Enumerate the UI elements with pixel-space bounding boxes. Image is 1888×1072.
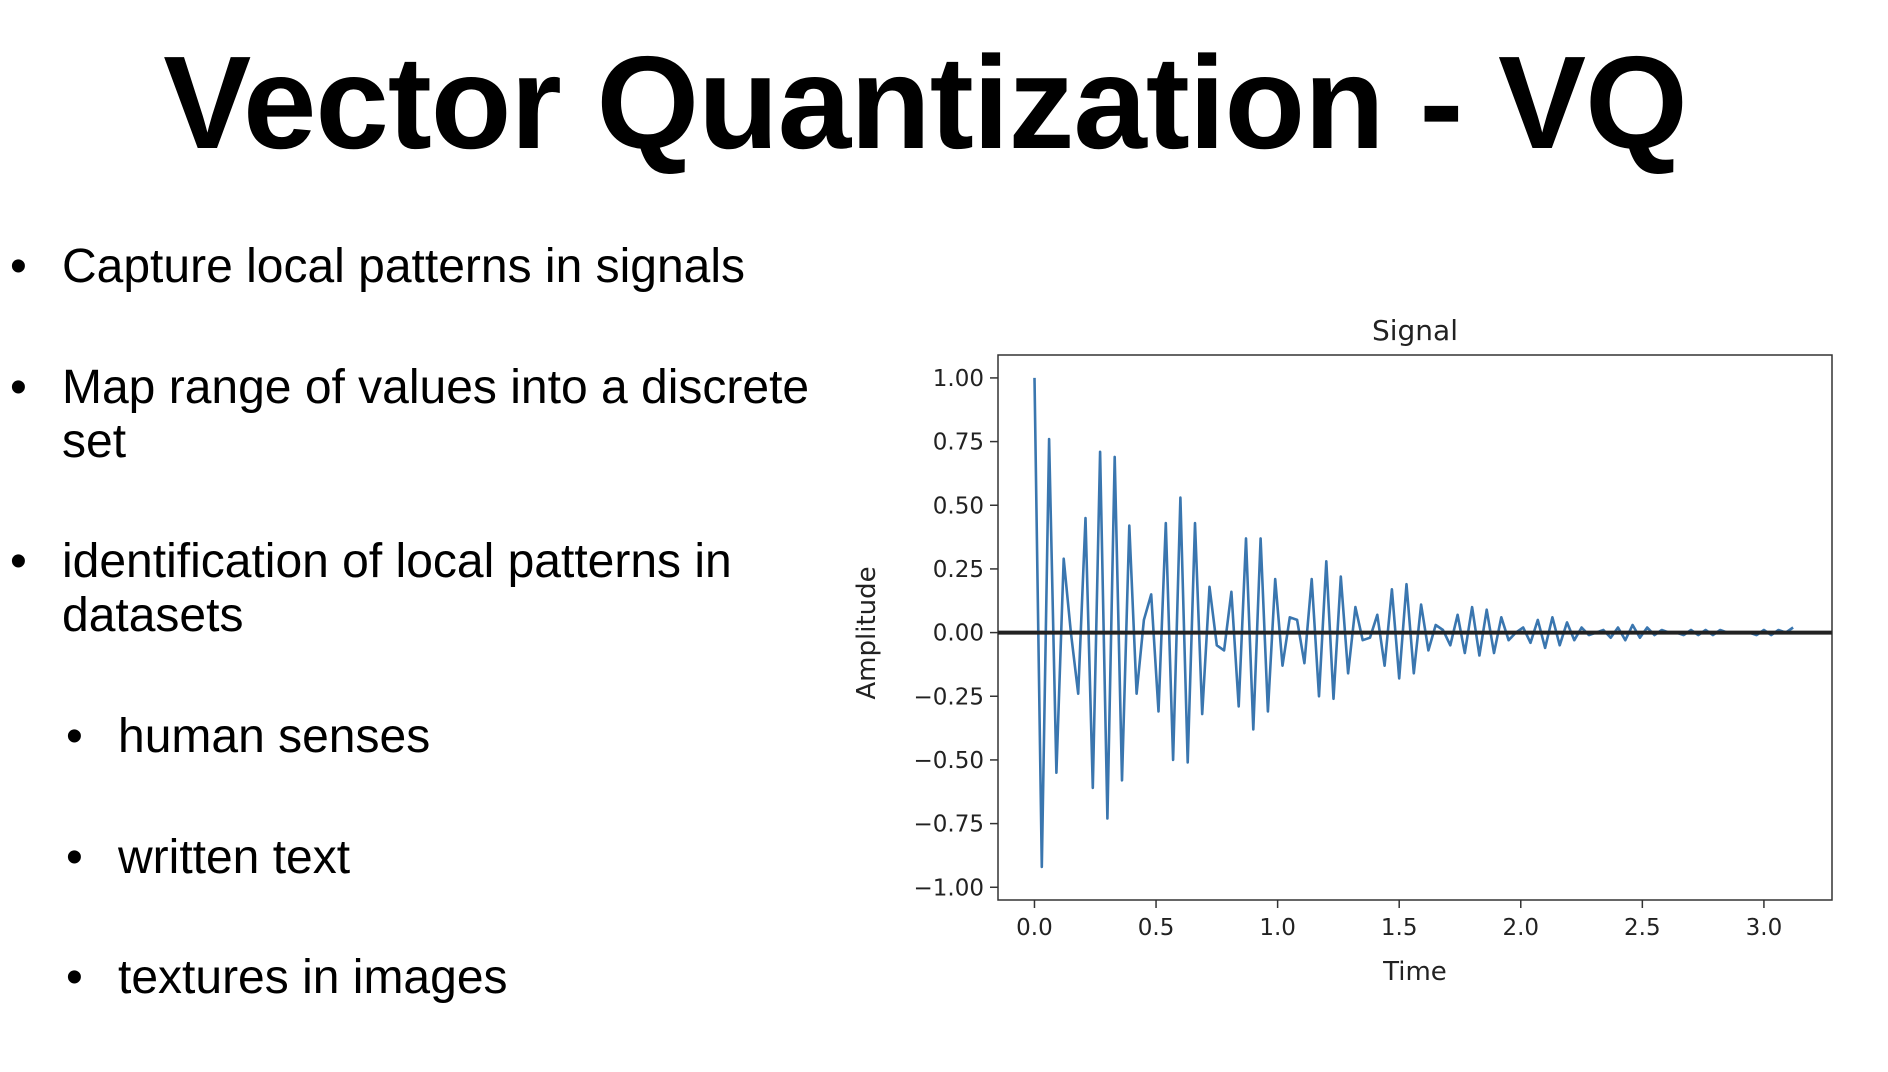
y-tick-label: −0.75 [914, 812, 984, 838]
chart-svg: Signal Time Amplitude 0.0 0.5 1.0 1.5 2.0 2.5… [852, 314, 1833, 987]
x-tick-label: 2.0 [1502, 915, 1539, 941]
slide-title: Vector Quantization - VQ [163, 29, 1688, 176]
y-tick-label: 0.50 [933, 493, 984, 519]
x-tick-label: 1.0 [1259, 915, 1296, 941]
bullet-item: Map range of values into a discrete set [0, 361, 880, 469]
bullet-item: identification of local patterns in data… [0, 535, 880, 643]
y-tick-label: −1.00 [914, 875, 984, 901]
y-tick-label: −0.25 [914, 684, 984, 710]
chart-title: Signal [1372, 314, 1458, 347]
y-tick-label: 1.00 [933, 366, 984, 392]
sub-bullet-item: textures in images [0, 951, 880, 1005]
x-axis-title: Time [1382, 957, 1447, 987]
signal-chart: Signal Time Amplitude 0.0 0.5 1.0 1.5 2.0 2.5… [850, 300, 1850, 990]
signal-series-line [1033, 377, 1794, 869]
y-axis-title: Amplitude [852, 566, 882, 699]
x-tick-label: 0.0 [1016, 915, 1053, 941]
bullet-list: Capture local patterns in signals Map ra… [0, 240, 880, 1072]
y-tick-label: 0.25 [933, 557, 984, 583]
y-tick-label: 0.00 [933, 621, 984, 647]
plot-area: 0.0 0.5 1.0 1.5 2.0 2.5 3.0 1.00 0.75 0.50 0.25 0.0… [914, 354, 1833, 941]
x-tick-label: 3.0 [1746, 915, 1783, 941]
plot-frame [997, 354, 1833, 901]
bullet-item: Capture local patterns in signals [0, 240, 880, 294]
x-tick-label: 1.5 [1381, 915, 1418, 941]
y-tick-label: 0.75 [933, 430, 984, 456]
y-tick-label: −0.50 [914, 748, 984, 774]
x-tick-label: 2.5 [1624, 915, 1661, 941]
sub-bullet-item: written text [0, 831, 880, 885]
sub-bullet-item: human senses [0, 710, 880, 764]
x-tick-label: 0.5 [1138, 915, 1175, 941]
